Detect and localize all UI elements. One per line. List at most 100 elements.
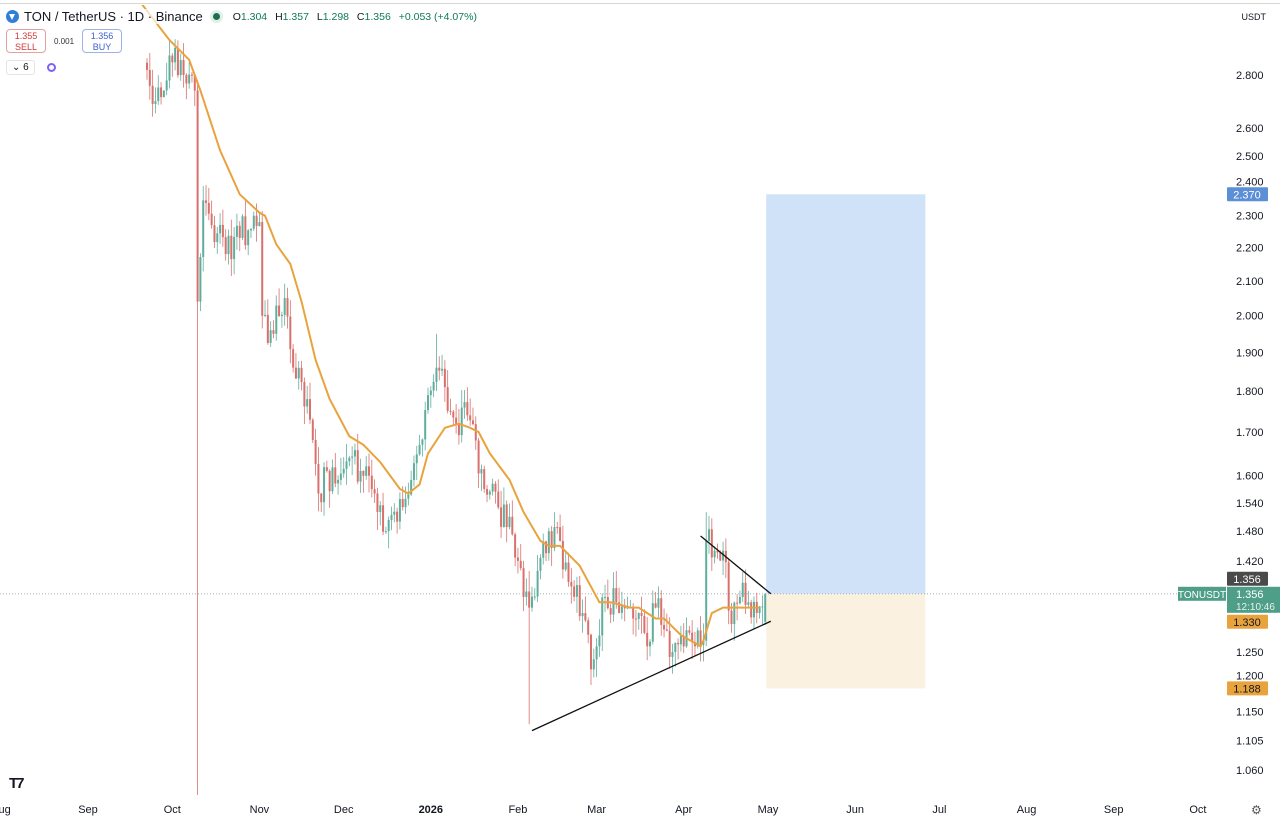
candle-body xyxy=(460,407,463,436)
candle-body xyxy=(410,479,413,495)
candle xyxy=(699,616,702,662)
candle-body xyxy=(480,469,483,474)
candle xyxy=(573,580,576,602)
candle-body xyxy=(390,514,393,520)
buy-button[interactable]: 1.356 BUY xyxy=(82,29,123,53)
candle-body xyxy=(573,586,576,597)
candle-body xyxy=(710,529,713,558)
candle xyxy=(345,443,348,485)
candle xyxy=(306,385,309,414)
candle-body xyxy=(235,225,238,237)
candle xyxy=(247,229,250,256)
candle xyxy=(331,459,334,494)
tradingview-logo[interactable]: T7 xyxy=(9,775,24,792)
candle xyxy=(219,213,222,244)
candle xyxy=(196,80,199,795)
candle-body xyxy=(328,470,331,492)
candle xyxy=(688,625,691,636)
candle xyxy=(300,360,303,391)
candle-body xyxy=(424,410,427,440)
candle-body xyxy=(750,602,753,618)
candle xyxy=(575,576,578,613)
candle-body xyxy=(747,602,750,605)
candle-body xyxy=(668,630,671,657)
candle xyxy=(618,587,621,614)
candle-body xyxy=(365,466,368,476)
candle-body xyxy=(438,367,441,371)
candle xyxy=(738,590,741,605)
candle xyxy=(227,229,230,265)
candle xyxy=(595,638,598,677)
y-tick-label: 2.500 xyxy=(1236,151,1264,163)
candle xyxy=(297,360,300,390)
candle-body xyxy=(427,395,430,411)
position-profit-zone xyxy=(766,194,926,594)
candle xyxy=(519,544,522,571)
candle xyxy=(244,200,247,250)
candle xyxy=(168,41,171,89)
candle-body xyxy=(646,632,649,647)
candle xyxy=(508,503,511,530)
candle-body xyxy=(530,596,533,608)
candle xyxy=(359,458,362,494)
candle xyxy=(264,300,267,318)
candle xyxy=(154,87,157,114)
candle xyxy=(497,479,500,510)
candle-body xyxy=(311,419,314,440)
candle-body xyxy=(457,423,460,436)
target-price-badge-bg xyxy=(1227,187,1268,202)
low-label: L xyxy=(316,10,323,23)
candle-body xyxy=(508,516,511,528)
candle xyxy=(148,53,151,100)
candle-body xyxy=(379,505,382,512)
price-countdown-badge-bg xyxy=(1227,586,1280,613)
candle xyxy=(761,595,764,625)
y-tick-label: 1.250 xyxy=(1236,647,1264,659)
candle-body xyxy=(665,629,668,631)
candle-body xyxy=(486,488,489,495)
candle xyxy=(275,295,278,341)
candle-body xyxy=(202,200,205,258)
candle xyxy=(463,390,466,419)
candle xyxy=(272,320,275,339)
candle-body xyxy=(455,417,458,424)
candle xyxy=(578,576,581,621)
sell-button[interactable]: 1.355 SELL xyxy=(6,29,46,53)
candle-body xyxy=(533,596,536,598)
candle xyxy=(362,470,365,493)
sync-icon[interactable] xyxy=(46,63,56,72)
candle-body xyxy=(677,642,680,645)
candle-body xyxy=(651,603,654,642)
candle-body xyxy=(404,498,407,508)
symbol-legend: TON / TetherUS · 1D · Binance O1.304 H1.… xyxy=(6,9,477,24)
sell-price: 1.355 xyxy=(14,31,38,41)
candle xyxy=(488,489,491,500)
symbol-title[interactable]: TON / TetherUS · 1D · Binance xyxy=(24,9,203,24)
candle-body xyxy=(443,368,446,388)
candle-body xyxy=(188,74,191,84)
x-tick-label: Dec xyxy=(334,804,354,816)
gear-icon[interactable]: ⚙ xyxy=(1251,803,1262,817)
x-tick-label: Aug xyxy=(0,804,11,816)
candle-body xyxy=(261,221,264,316)
indicators-row: ⌄ 6 xyxy=(6,60,56,75)
candle-body xyxy=(744,582,747,605)
candle xyxy=(674,642,677,667)
candle xyxy=(165,62,168,96)
candle-body xyxy=(300,367,303,383)
candle xyxy=(660,590,663,636)
candle xyxy=(398,492,401,530)
y-tick-label: 1.900 xyxy=(1236,347,1264,359)
currency-selector[interactable]: USDT xyxy=(1241,12,1267,22)
stop-price-badge-bg xyxy=(1227,681,1268,696)
candle xyxy=(705,512,708,647)
candle xyxy=(233,227,236,275)
candle-body xyxy=(174,47,177,63)
indicators-toggle[interactable]: ⌄ 6 xyxy=(6,60,35,75)
candle xyxy=(325,460,328,473)
candle xyxy=(682,623,685,653)
candle xyxy=(511,500,514,536)
candle xyxy=(646,617,649,661)
y-tick-label: 1.540 xyxy=(1236,498,1264,510)
